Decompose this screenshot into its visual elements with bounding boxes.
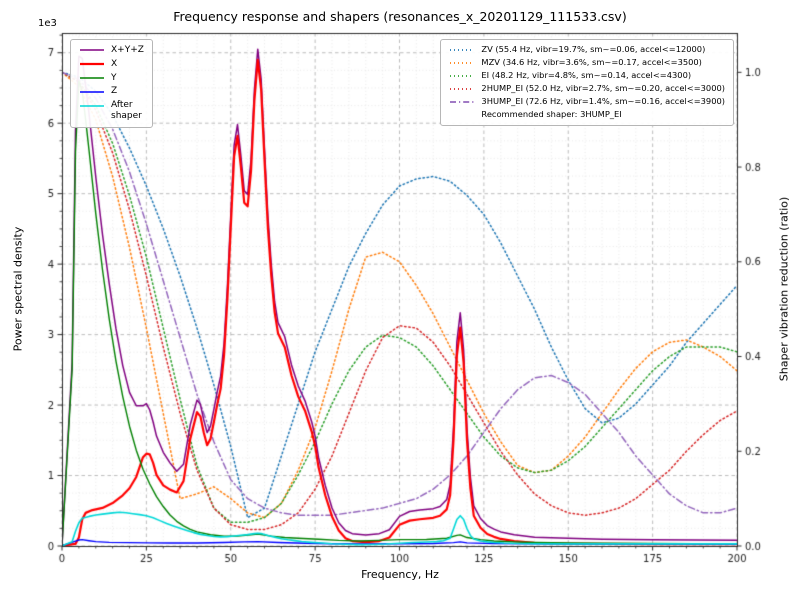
legend-label: MZV (34.6 Hz, vibr=3.6%, sm~=0.17, accel… [481,56,702,67]
legend-label: X [111,58,118,69]
legend-item: After shaper [79,100,144,122]
legend-label: 3HUMP_EI (72.6 Hz, vibr=1.4%, sm~=0.16, … [481,95,725,106]
y-axis-left-label: Power spectral density [11,226,25,352]
legend-label: After shaper [111,100,142,121]
legend-item: ZV (55.4 Hz, vibr=19.7%, sm~=0.06, accel… [449,44,725,55]
shaper-legend: ZV (55.4 Hz, vibr=19.7%, sm~=0.06, accel… [440,39,734,126]
legend-item: Z [79,86,144,97]
legend-item: EI (48.2 Hz, vibr=4.8%, sm~=0.14, accel<… [449,69,725,81]
legend-line-swatch-icon [450,75,475,77]
legend-item: MZV (34.6 Hz, vibr=3.6%, sm~=0.17, accel… [449,56,725,68]
legend-line-swatch-icon [80,77,104,79]
legend-line-swatch-icon [80,105,104,107]
legend-line-swatch-icon [80,63,104,66]
legend-label: EI (48.2 Hz, vibr=4.8%, sm~=0.14, accel<… [481,69,692,80]
y-left-offset-label: 1e3 [38,18,57,29]
legend-label: Y [111,72,117,83]
legend-item: X+Y+Z [79,45,144,56]
legend-label: 2HUMP_EI (52.0 Hz, vibr=2.7%, sm~=0.20, … [481,82,725,93]
legend-item: 2HUMP_EI (52.0 Hz, vibr=2.7%, sm~=0.20, … [449,82,725,94]
legend-item: 3HUMP_EI (72.6 Hz, vibr=1.4%, sm~=0.16, … [449,95,725,107]
legend-line-swatch-icon [450,62,475,64]
legend-line-swatch-icon [450,49,475,51]
legend-label: X+Y+Z [111,45,144,55]
legend-label: Z [111,86,118,97]
legend-line-swatch-icon [80,49,104,52]
psd-legend: X+Y+Z X Y Z After shaper [70,39,153,128]
legend-label: ZV (55.4 Hz, vibr=19.7%, sm~=0.06, accel… [481,44,706,54]
y-axis-right-label: Shaper vibration reduction (ratio) [777,196,791,382]
legend-line-swatch-icon [450,87,475,90]
legend-item: Y [79,73,144,84]
shaper-recommendation: Recommended shaper: 3HUMP_EI [481,108,622,119]
legend-line-swatch-icon [450,100,475,103]
x-axis-label: Frequency, Hz [361,568,439,581]
chart-title: Frequency response and shapers (resonanc… [173,9,627,24]
legend-line-swatch-icon [80,90,104,93]
legend-item: X [79,59,144,70]
